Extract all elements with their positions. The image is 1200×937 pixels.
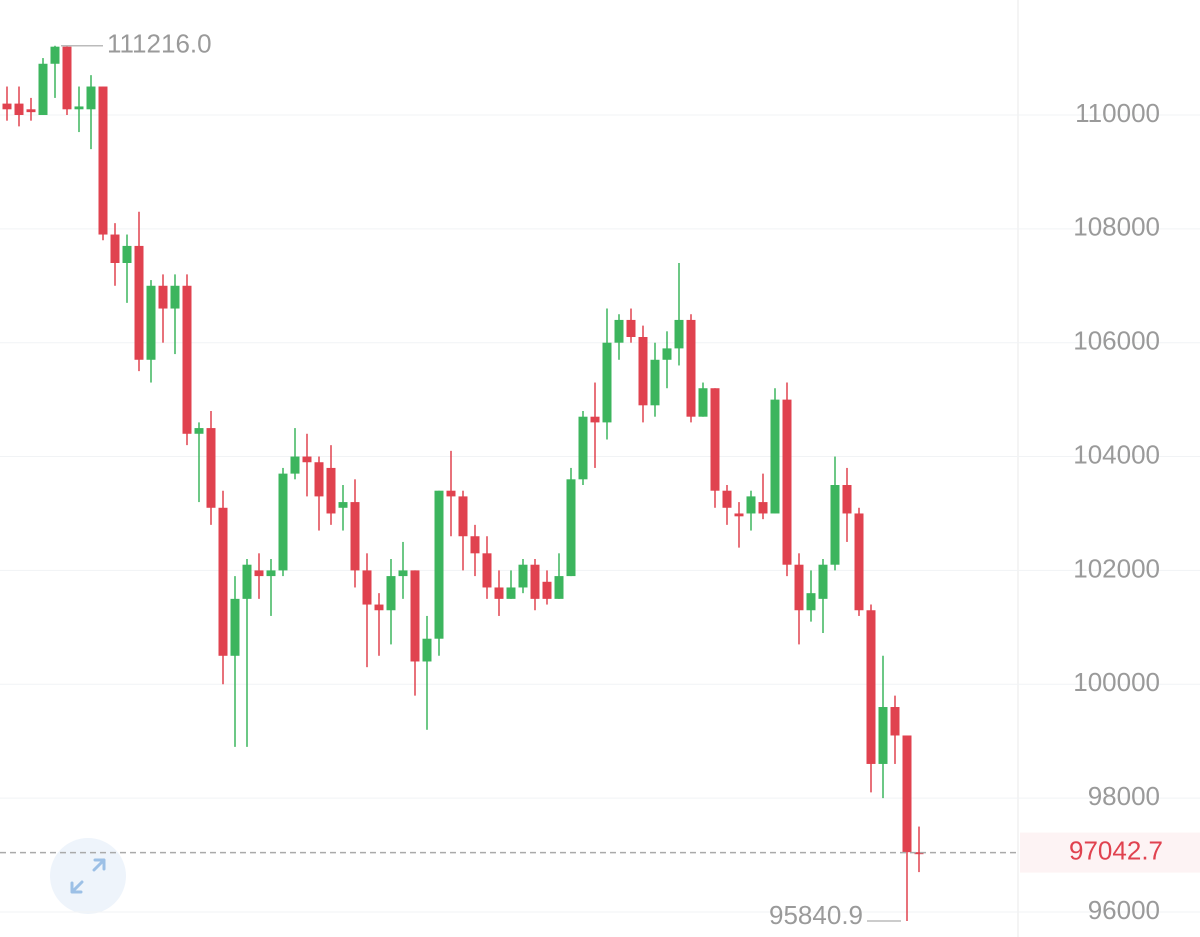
candle-body — [278, 473, 288, 571]
min-label: 95840.9 — [769, 900, 863, 930]
candle-body — [746, 496, 756, 514]
candle-body — [62, 46, 72, 110]
max-label: 111216.0 — [107, 29, 212, 59]
candle-body — [782, 399, 792, 565]
candle-body — [374, 604, 384, 611]
y-tick-label: 104000 — [1073, 439, 1160, 469]
candle-body — [50, 46, 60, 64]
candle-body — [98, 86, 108, 235]
candle-body — [470, 536, 480, 554]
candle-body — [338, 502, 348, 508]
candle-body — [542, 581, 552, 599]
candle-body — [386, 576, 396, 611]
candle-body — [122, 245, 132, 263]
candle-body — [482, 553, 492, 588]
candle-body — [74, 106, 84, 110]
candle-body — [902, 735, 912, 853]
candle-body — [350, 502, 360, 571]
candle-body — [734, 513, 744, 517]
candle-body — [302, 456, 312, 463]
y-tick-label: 106000 — [1073, 326, 1160, 356]
candle-body — [866, 610, 876, 764]
candle-body — [662, 348, 672, 360]
expand-button[interactable] — [50, 838, 126, 914]
candle-body — [914, 852, 924, 855]
y-tick-label: 110000 — [1075, 98, 1160, 128]
candle-body — [614, 319, 624, 343]
y-tick-label: 102000 — [1073, 553, 1160, 583]
candle-body — [518, 564, 528, 588]
candle-body — [506, 587, 516, 599]
candle-body — [578, 416, 588, 480]
candle-body — [602, 342, 612, 423]
candle-body — [674, 319, 684, 349]
candle-body — [794, 564, 804, 611]
candle-body — [698, 388, 708, 417]
candle-body — [206, 428, 216, 508]
candle-body — [110, 234, 120, 263]
candle-body — [686, 319, 696, 417]
candle-body — [158, 285, 168, 309]
candle-body — [194, 428, 204, 434]
candle-body — [650, 359, 660, 406]
candle-body — [14, 103, 24, 115]
candle-body — [326, 467, 336, 514]
candle-body — [710, 388, 720, 491]
candle-body — [86, 86, 96, 110]
candle-body — [182, 285, 192, 434]
candle-body — [842, 485, 852, 514]
y-tick-label: 96000 — [1088, 895, 1160, 925]
candle-body — [554, 576, 564, 599]
candle-body — [434, 490, 444, 639]
candle-body — [146, 285, 156, 360]
candle-body — [422, 638, 432, 662]
candle-body — [818, 564, 828, 599]
candle-body — [134, 245, 144, 360]
candle-body — [878, 707, 888, 764]
candle-body — [770, 399, 780, 514]
candle-body — [566, 479, 576, 577]
candle-body — [830, 485, 840, 565]
candle-body — [26, 109, 36, 113]
candle-body — [890, 707, 900, 736]
candle-body — [242, 564, 252, 599]
candle-body — [758, 502, 768, 514]
candle-body — [626, 319, 636, 338]
candle-body — [362, 570, 372, 605]
candle-body — [254, 570, 264, 577]
candle-body — [2, 103, 12, 110]
candle-body — [38, 63, 48, 115]
expand-icon[interactable] — [70, 858, 106, 894]
candle-body — [590, 416, 600, 423]
candle-body — [230, 598, 240, 656]
candle-body — [410, 570, 420, 662]
candle-body — [218, 507, 228, 656]
expand-button-bg[interactable] — [50, 838, 126, 914]
candle-body — [638, 337, 648, 406]
candle-body — [722, 490, 732, 508]
candle-body — [314, 462, 324, 497]
current-price-bg — [1020, 832, 1200, 873]
candle-body — [170, 285, 180, 309]
candle-body — [854, 513, 864, 611]
candle-body — [446, 490, 456, 497]
candle-body — [806, 593, 816, 611]
y-tick-label: 98000 — [1088, 781, 1160, 811]
y-tick-label: 100000 — [1073, 667, 1160, 697]
candle-body — [266, 570, 276, 577]
candle-body — [458, 496, 468, 537]
candle-body — [398, 570, 408, 577]
candle-body — [530, 564, 540, 599]
candle-body — [494, 587, 504, 599]
current-price-label: 97042.7 — [1069, 835, 1163, 865]
y-tick-label: 108000 — [1073, 212, 1160, 242]
candle-body — [290, 456, 300, 474]
